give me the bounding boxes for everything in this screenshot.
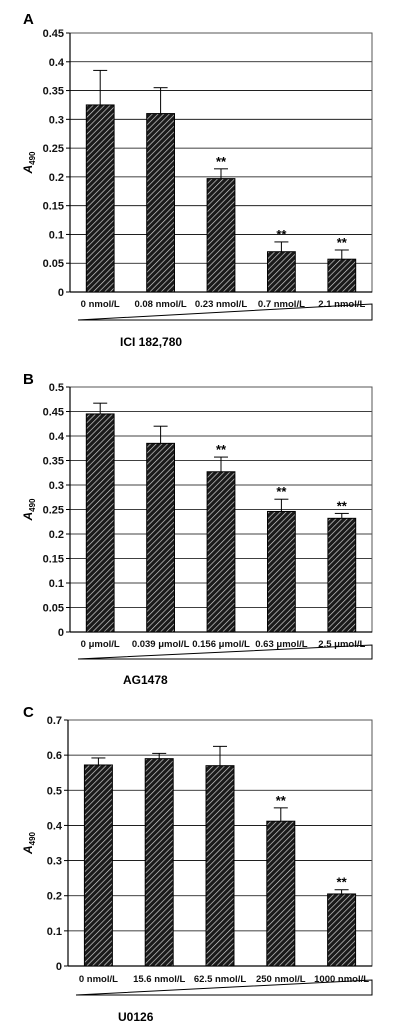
dose-wedge [75,979,373,996]
y-tick-label: 0.5 [47,785,62,797]
y-tick-label: 0.35 [43,456,64,468]
y-tick-label: 0.1 [49,578,64,590]
x-tick-label: 2.1 nmol/L [318,299,365,310]
x-tick-label: 1000 nmol/L [314,974,369,985]
y-tick-label: 0.35 [43,86,64,98]
bar [144,758,174,967]
y-tick-label: 0.4 [49,431,65,443]
bar [206,178,236,293]
bar [83,764,113,967]
x-tick-label: 0 nmol/L [79,974,118,985]
bar [85,104,115,293]
panel-a: A 0 0.05 0.1 0.15 0.2 0.25 0.3 0.35 0.4 0.45 A490 0 … [21,11,373,349]
y-tick-label: 0.2 [47,891,62,903]
y-tick-label: 0 [58,287,64,299]
x-tick-label: 62.5 nmol/L [194,974,246,985]
y-tick-label: 0.6 [47,750,62,762]
bar [327,517,357,633]
treatment-label: AG1478 [123,673,168,687]
y-tick-label: 0 [58,627,64,639]
significance-marker: ** [337,235,348,250]
panel-c: C 0 0.1 0.2 0.3 0.4 0.5 0.6 0.7 A490 0 nmol/L 15.6 … [21,704,373,1024]
bar [146,442,175,633]
y-tick-label: 0.4 [47,820,63,832]
dose-wedge [77,303,373,321]
y-axis-label: A490 [21,831,37,855]
y-tick-label: 0.25 [43,505,64,517]
x-tick-label: 0.7 nmol/L [258,299,305,310]
y-tick-label: 0.15 [43,554,64,566]
x-tick-label: 0.23 nmol/L [195,299,247,310]
bar [327,893,357,967]
y-tick-label: 0.45 [43,28,64,40]
panel-label: A [23,11,34,28]
significance-marker: ** [337,498,348,513]
significance-marker: ** [276,793,287,808]
bar [146,113,175,293]
y-tick-label: 0.3 [47,856,62,868]
y-tick-label: 0.2 [49,529,64,541]
x-tick-label: 0.039 μmol/L [132,639,190,650]
significance-marker: ** [276,484,287,499]
x-tick-label: 0.156 μmol/L [192,639,250,650]
treatment-label: ICI 182,780 [120,335,182,349]
significance-marker: ** [216,154,227,169]
x-tick-label: 0 nmol/L [81,299,120,310]
y-axis-label: A490 [21,498,37,522]
y-axis-label-subscript: 490 [28,151,37,165]
y-tick-label: 0.45 [43,407,64,419]
bar [205,765,235,967]
y-tick-label: 0.05 [43,603,64,615]
panel-b: B 0 0.05 0.1 0.15 0.2 0.25 0.3 0.35 0.4 0.45 0.5 A49… [21,371,373,687]
significance-marker: ** [337,875,348,890]
x-tick-label: 0.08 nmol/L [134,299,186,310]
y-tick-label: 0.7 [47,715,62,727]
x-tick-label: 0 μmol/L [81,639,120,650]
y-tick-label: 0.3 [49,114,64,126]
y-tick-label: 0.05 [43,258,64,270]
y-tick-label: 0.5 [49,382,64,394]
x-tick-label: 15.6 nmol/L [133,974,185,985]
y-tick-label: 0.15 [43,201,64,213]
y-tick-label: 0.2 [49,172,64,184]
bar [267,251,296,293]
y-tick-label: 0.25 [43,143,64,155]
bar [85,413,115,633]
y-tick-label: 0.1 [47,926,62,938]
bar [267,510,296,633]
panel-label: B [23,371,34,388]
y-tick-label: 0 [56,961,62,973]
x-tick-label: 250 nmol/L [256,974,306,985]
treatment-label: U0126 [118,1010,154,1024]
bar [327,258,357,293]
bar [206,471,236,633]
dose-wedge [77,644,373,660]
x-tick-label: 2.5 μmol/L [318,639,365,650]
bar [266,820,296,967]
y-axis-label-subscript: 490 [28,498,37,512]
y-axis-label: A490 [21,151,37,175]
panel-label: C [23,704,34,721]
significance-marker: ** [216,442,227,457]
y-tick-label: 0.3 [49,480,64,492]
y-tick-label: 0.1 [49,229,64,241]
significance-marker: ** [276,227,287,242]
y-axis-label-subscript: 490 [28,831,37,845]
y-tick-label: 0.4 [49,57,65,69]
x-tick-label: 0.63 μmol/L [255,639,307,650]
